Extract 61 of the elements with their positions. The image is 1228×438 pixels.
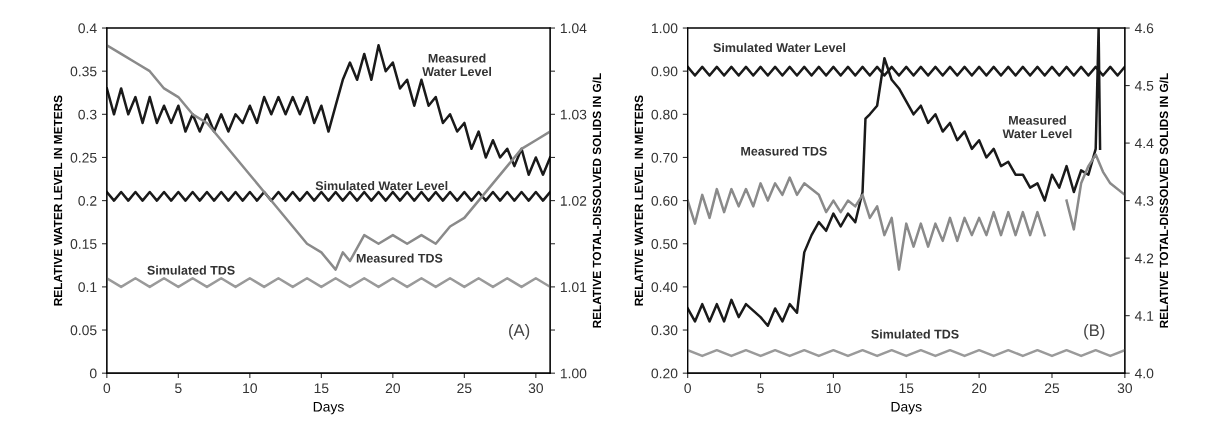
- y-tick-label: 0.20: [651, 368, 678, 379]
- series-label: Simulated Water Level: [713, 42, 846, 53]
- y-tick-label: 0.25: [70, 152, 97, 163]
- y-tick-label: 0.70: [651, 152, 678, 163]
- x-tick-label: 20: [385, 383, 401, 394]
- y-tick-label: 0.2: [78, 195, 97, 206]
- annotation: (B): [1084, 323, 1105, 340]
- y2-tick-label: 1.01: [560, 282, 587, 293]
- y2-axis-title: RELATIVE TOTAL-DISSOLVED SOLIDS IN G/L: [592, 73, 602, 328]
- y2-tick-label: 4.4: [1134, 138, 1154, 149]
- x-tick-label: 25: [1044, 383, 1060, 394]
- y-tick-label: 0.60: [651, 195, 678, 206]
- x-tick-label: 5: [757, 383, 764, 394]
- y-tick-label: 0: [89, 368, 97, 379]
- x-tick-label: 20: [972, 383, 987, 394]
- y2-tick-label: 4.2: [1134, 253, 1154, 264]
- series-label: Measured Water Level: [422, 53, 492, 77]
- y2-tick-label: 4.6: [1134, 23, 1154, 34]
- y-tick-label: 0.35: [70, 66, 97, 77]
- x-tick-label: 15: [899, 383, 914, 394]
- x-axis-title: Days: [891, 401, 922, 415]
- x-tick-label: 15: [314, 383, 329, 394]
- x-tick-label: 10: [243, 383, 258, 394]
- y-axis-title: RELATIVE WATER LEVEL IN METERS: [53, 95, 63, 306]
- x-tick-label: 0: [103, 383, 111, 394]
- y-tick-label: 0.50: [651, 239, 678, 249]
- y-tick-label: 0.40: [651, 282, 678, 293]
- x-tick-label: 10: [826, 383, 841, 394]
- y2-tick-label: 4.0: [1134, 368, 1154, 379]
- x-tick-label: 30: [1117, 383, 1133, 394]
- x-tick-label: 30: [528, 383, 544, 394]
- y2-tick-label: 1.00: [560, 368, 587, 379]
- annotation: (A): [509, 323, 530, 340]
- series-label: Measured TDS: [356, 253, 443, 263]
- y2-tick-label: 4.3: [1134, 195, 1154, 206]
- y2-tick-label: 1.02: [560, 195, 587, 206]
- x-tick-label: 0: [684, 383, 691, 394]
- y2-tick-label: 1.03: [560, 109, 587, 120]
- series-label: Measured Water Level: [1002, 115, 1072, 139]
- series-label: Simulated Water Level: [315, 180, 448, 191]
- text: Measured TDS: [741, 146, 827, 156]
- y-tick-label: 0.15: [70, 239, 97, 249]
- x-tick-label: 5: [175, 383, 182, 394]
- y2-tick-label: 4.1: [1134, 311, 1154, 321]
- x-axis-title: Days: [313, 401, 344, 415]
- series-label: Simulated TDS: [147, 265, 235, 275]
- y-tick-label: 0.4: [78, 23, 97, 34]
- y-tick-label: 0.30: [651, 325, 678, 336]
- y-tick-label: 0.05: [70, 325, 97, 336]
- y2-axis-title: RELATIVE TOTAL-DISSOLVED SOLIDS IN G/L: [1159, 73, 1169, 328]
- y-tick-label: 0.80: [651, 109, 678, 120]
- line-series: [106, 44, 551, 176]
- x-tick-label: 25: [457, 383, 472, 394]
- y-tick-label: 1.00: [651, 23, 678, 34]
- y-tick-label: 0.1: [78, 282, 97, 293]
- y-tick-label: 0.3: [78, 109, 97, 120]
- series-label: Simulated TDS: [871, 329, 959, 339]
- y2-tick-label: 1.04: [560, 23, 587, 34]
- y-tick-label: 0.90: [651, 66, 678, 77]
- y-axis-title: RELATIVE WATER LEVEL IN METERS: [634, 95, 644, 306]
- y2-tick-label: 4.5: [1134, 81, 1154, 91]
